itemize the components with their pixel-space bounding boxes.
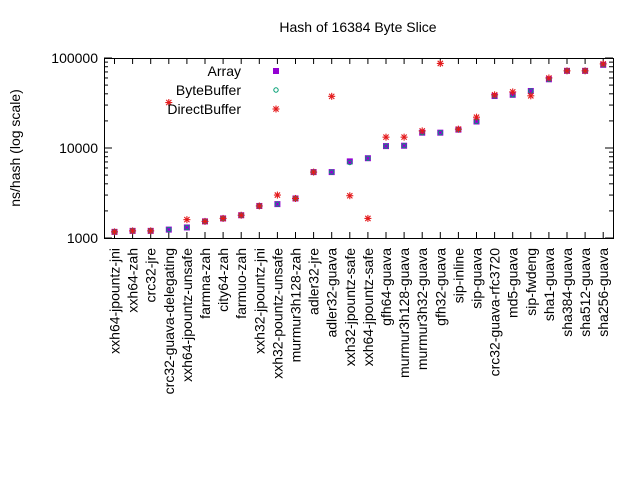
data-point xyxy=(437,129,443,136)
x-tick-label: crc32-guava-delegating xyxy=(161,248,177,394)
data-point xyxy=(328,169,335,176)
data-point xyxy=(328,92,336,100)
data-point xyxy=(273,191,281,199)
data-point xyxy=(292,194,299,202)
x-tick-label: md5-guava xyxy=(505,248,521,318)
legend-label: Array xyxy=(208,63,241,79)
data-point xyxy=(129,227,137,235)
x-tick-label: farmna-zah xyxy=(197,248,213,319)
x-tick-label: gfh64-guava xyxy=(378,248,394,326)
data-point xyxy=(401,142,408,149)
data-point xyxy=(274,201,281,208)
data-point xyxy=(183,224,190,231)
data-point xyxy=(364,214,372,222)
data-point xyxy=(201,217,209,225)
x-tick-label: murmur3h128-guava xyxy=(396,248,412,378)
data-point xyxy=(473,118,480,125)
x-tick-label: city64-zah xyxy=(215,248,231,312)
data-point xyxy=(436,59,444,67)
y-tick-label: 1000 xyxy=(67,230,98,246)
x-tick-label: crc32-guava-rfc3720 xyxy=(487,248,503,377)
x-tick-label: farmuo-zah xyxy=(233,248,249,319)
x-ticks: xxh64-jpountz-jni xxh64-zah crc32-jre crc32… xyxy=(107,58,611,394)
data-point xyxy=(165,99,173,107)
x-tick-label: sha1-guava xyxy=(541,248,557,321)
data-point xyxy=(383,143,389,149)
data-point xyxy=(183,216,191,224)
data-point xyxy=(255,202,263,210)
data-point xyxy=(165,226,172,233)
data-point xyxy=(274,201,281,207)
data-point xyxy=(491,91,499,99)
legend-label: DirectBuffer xyxy=(167,101,241,117)
legend: Array ByteBuffer DirectBuffer xyxy=(167,63,280,117)
x-tick-label: xxh32-jpountz-safe xyxy=(342,248,358,367)
x-tick-label: crc32-jre xyxy=(143,248,159,303)
data-point xyxy=(581,67,589,75)
x-tick-label: murmur3h128-zah xyxy=(288,248,304,362)
x-tick-label: sha256-guava xyxy=(595,248,611,337)
data-point xyxy=(454,125,462,133)
data-point xyxy=(473,113,480,121)
data-point xyxy=(527,92,535,100)
series-directbuffer xyxy=(111,59,607,236)
data-point xyxy=(545,74,553,82)
data-point xyxy=(184,224,190,231)
data-point xyxy=(599,60,607,68)
data-point xyxy=(111,228,118,236)
data-point xyxy=(383,143,389,150)
data-point xyxy=(347,159,353,166)
x-tick-label: sip-fwdeng xyxy=(523,248,539,316)
data-point xyxy=(418,127,426,135)
y-ticks: 1000 10000 100000 xyxy=(51,50,613,246)
data-point xyxy=(310,168,318,176)
legend-marker xyxy=(273,87,279,93)
x-tick-label: xxh32-jpountz-jni xyxy=(251,248,267,354)
x-tick-label: xxh64-jpountz-jni xyxy=(107,248,123,354)
data-point xyxy=(437,129,444,136)
x-tick-label: xxh64-jpountz-safe xyxy=(360,248,376,367)
data-point xyxy=(509,88,517,96)
data-point xyxy=(147,227,155,235)
x-tick-label: adler32-guava xyxy=(324,248,340,338)
series-layer xyxy=(111,59,607,236)
data-point xyxy=(346,192,354,200)
data-point xyxy=(563,67,571,75)
data-point xyxy=(400,133,408,141)
y-tick-label: 100000 xyxy=(51,50,98,66)
x-tick-label: adler32-jre xyxy=(306,248,322,315)
chart-title: Hash of 16384 Byte Slice xyxy=(279,19,436,35)
x-tick-label: xxh32-pountz-unsafe xyxy=(269,248,285,379)
y-tick-label: 10000 xyxy=(59,140,98,156)
x-tick-label: sha512-guava xyxy=(577,248,593,337)
x-tick-label: sha384-guava xyxy=(559,248,575,337)
data-point xyxy=(346,158,353,165)
x-tick-label: xxh64-zah xyxy=(125,248,141,313)
legend-marker xyxy=(273,68,279,74)
x-tick-label: murmur3h32-guava xyxy=(414,248,430,370)
y-axis-label: ns/hash (log scale) xyxy=(7,89,23,207)
data-point xyxy=(382,133,390,141)
data-point xyxy=(166,226,172,233)
legend-label: ByteBuffer xyxy=(176,82,241,98)
data-point xyxy=(329,169,335,175)
legend-marker xyxy=(272,105,280,113)
data-point xyxy=(237,211,245,219)
x-tick-label: sip-guava xyxy=(469,248,485,309)
data-point xyxy=(219,214,227,222)
x-tick-label: gfh32-guava xyxy=(432,248,448,326)
data-point xyxy=(364,155,371,162)
x-tick-label: xxh64-jpountz-unsafe xyxy=(179,248,195,382)
data-point xyxy=(365,155,371,161)
data-point xyxy=(527,87,534,94)
x-tick-label: sip-inline xyxy=(450,248,466,303)
data-point xyxy=(401,143,407,149)
